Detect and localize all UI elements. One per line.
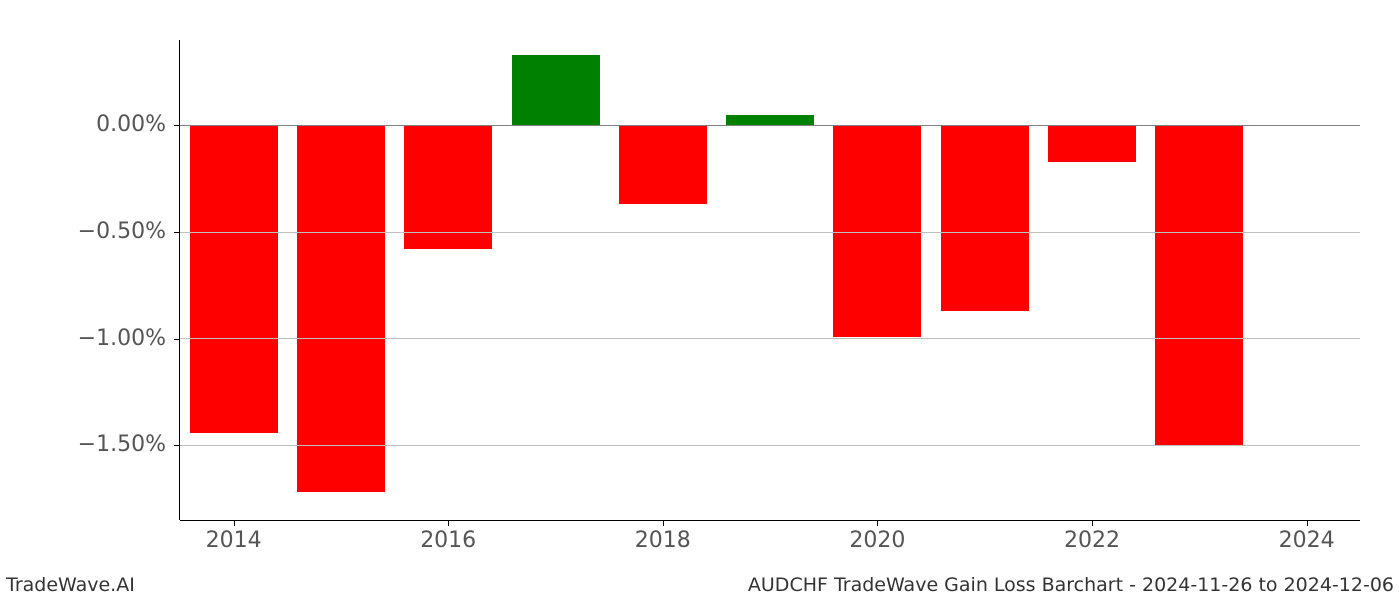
xtick-label: 2020 [837, 528, 917, 553]
bar [190, 125, 278, 432]
xtick-label: 2022 [1052, 528, 1132, 553]
grid-line [180, 445, 1360, 446]
ytick-label: −0.50% [0, 219, 166, 244]
bar [404, 125, 492, 249]
bar [512, 55, 600, 125]
xtick-mark [1092, 520, 1093, 526]
xtick-label: 2014 [194, 528, 274, 553]
bar [619, 125, 707, 204]
chart-container: { "chart": { "type": "bar", "width_px": … [0, 0, 1400, 600]
y-axis-line [179, 40, 180, 520]
bar [297, 125, 385, 492]
xtick-label: 2018 [623, 528, 703, 553]
xtick-label: 2016 [408, 528, 488, 553]
bar [941, 125, 1029, 311]
ytick-label: 0.00% [0, 112, 166, 137]
ytick-label: −1.50% [0, 432, 166, 457]
xtick-mark [663, 520, 664, 526]
grid-line [180, 338, 1360, 339]
bar [1048, 125, 1136, 161]
ytick-label: −1.00% [0, 326, 166, 351]
x-axis-line [180, 520, 1360, 521]
zero-line [180, 125, 1360, 126]
xtick-label: 2024 [1267, 528, 1347, 553]
bar [726, 115, 814, 126]
bar [1155, 125, 1243, 445]
xtick-mark [448, 520, 449, 526]
grid-line [180, 232, 1360, 233]
plot-area [180, 40, 1360, 520]
footer-brand: TradeWave.AI [6, 574, 135, 596]
xtick-mark [1307, 520, 1308, 526]
xtick-mark [877, 520, 878, 526]
footer-caption: AUDCHF TradeWave Gain Loss Barchart - 20… [748, 574, 1394, 596]
xtick-mark [234, 520, 235, 526]
